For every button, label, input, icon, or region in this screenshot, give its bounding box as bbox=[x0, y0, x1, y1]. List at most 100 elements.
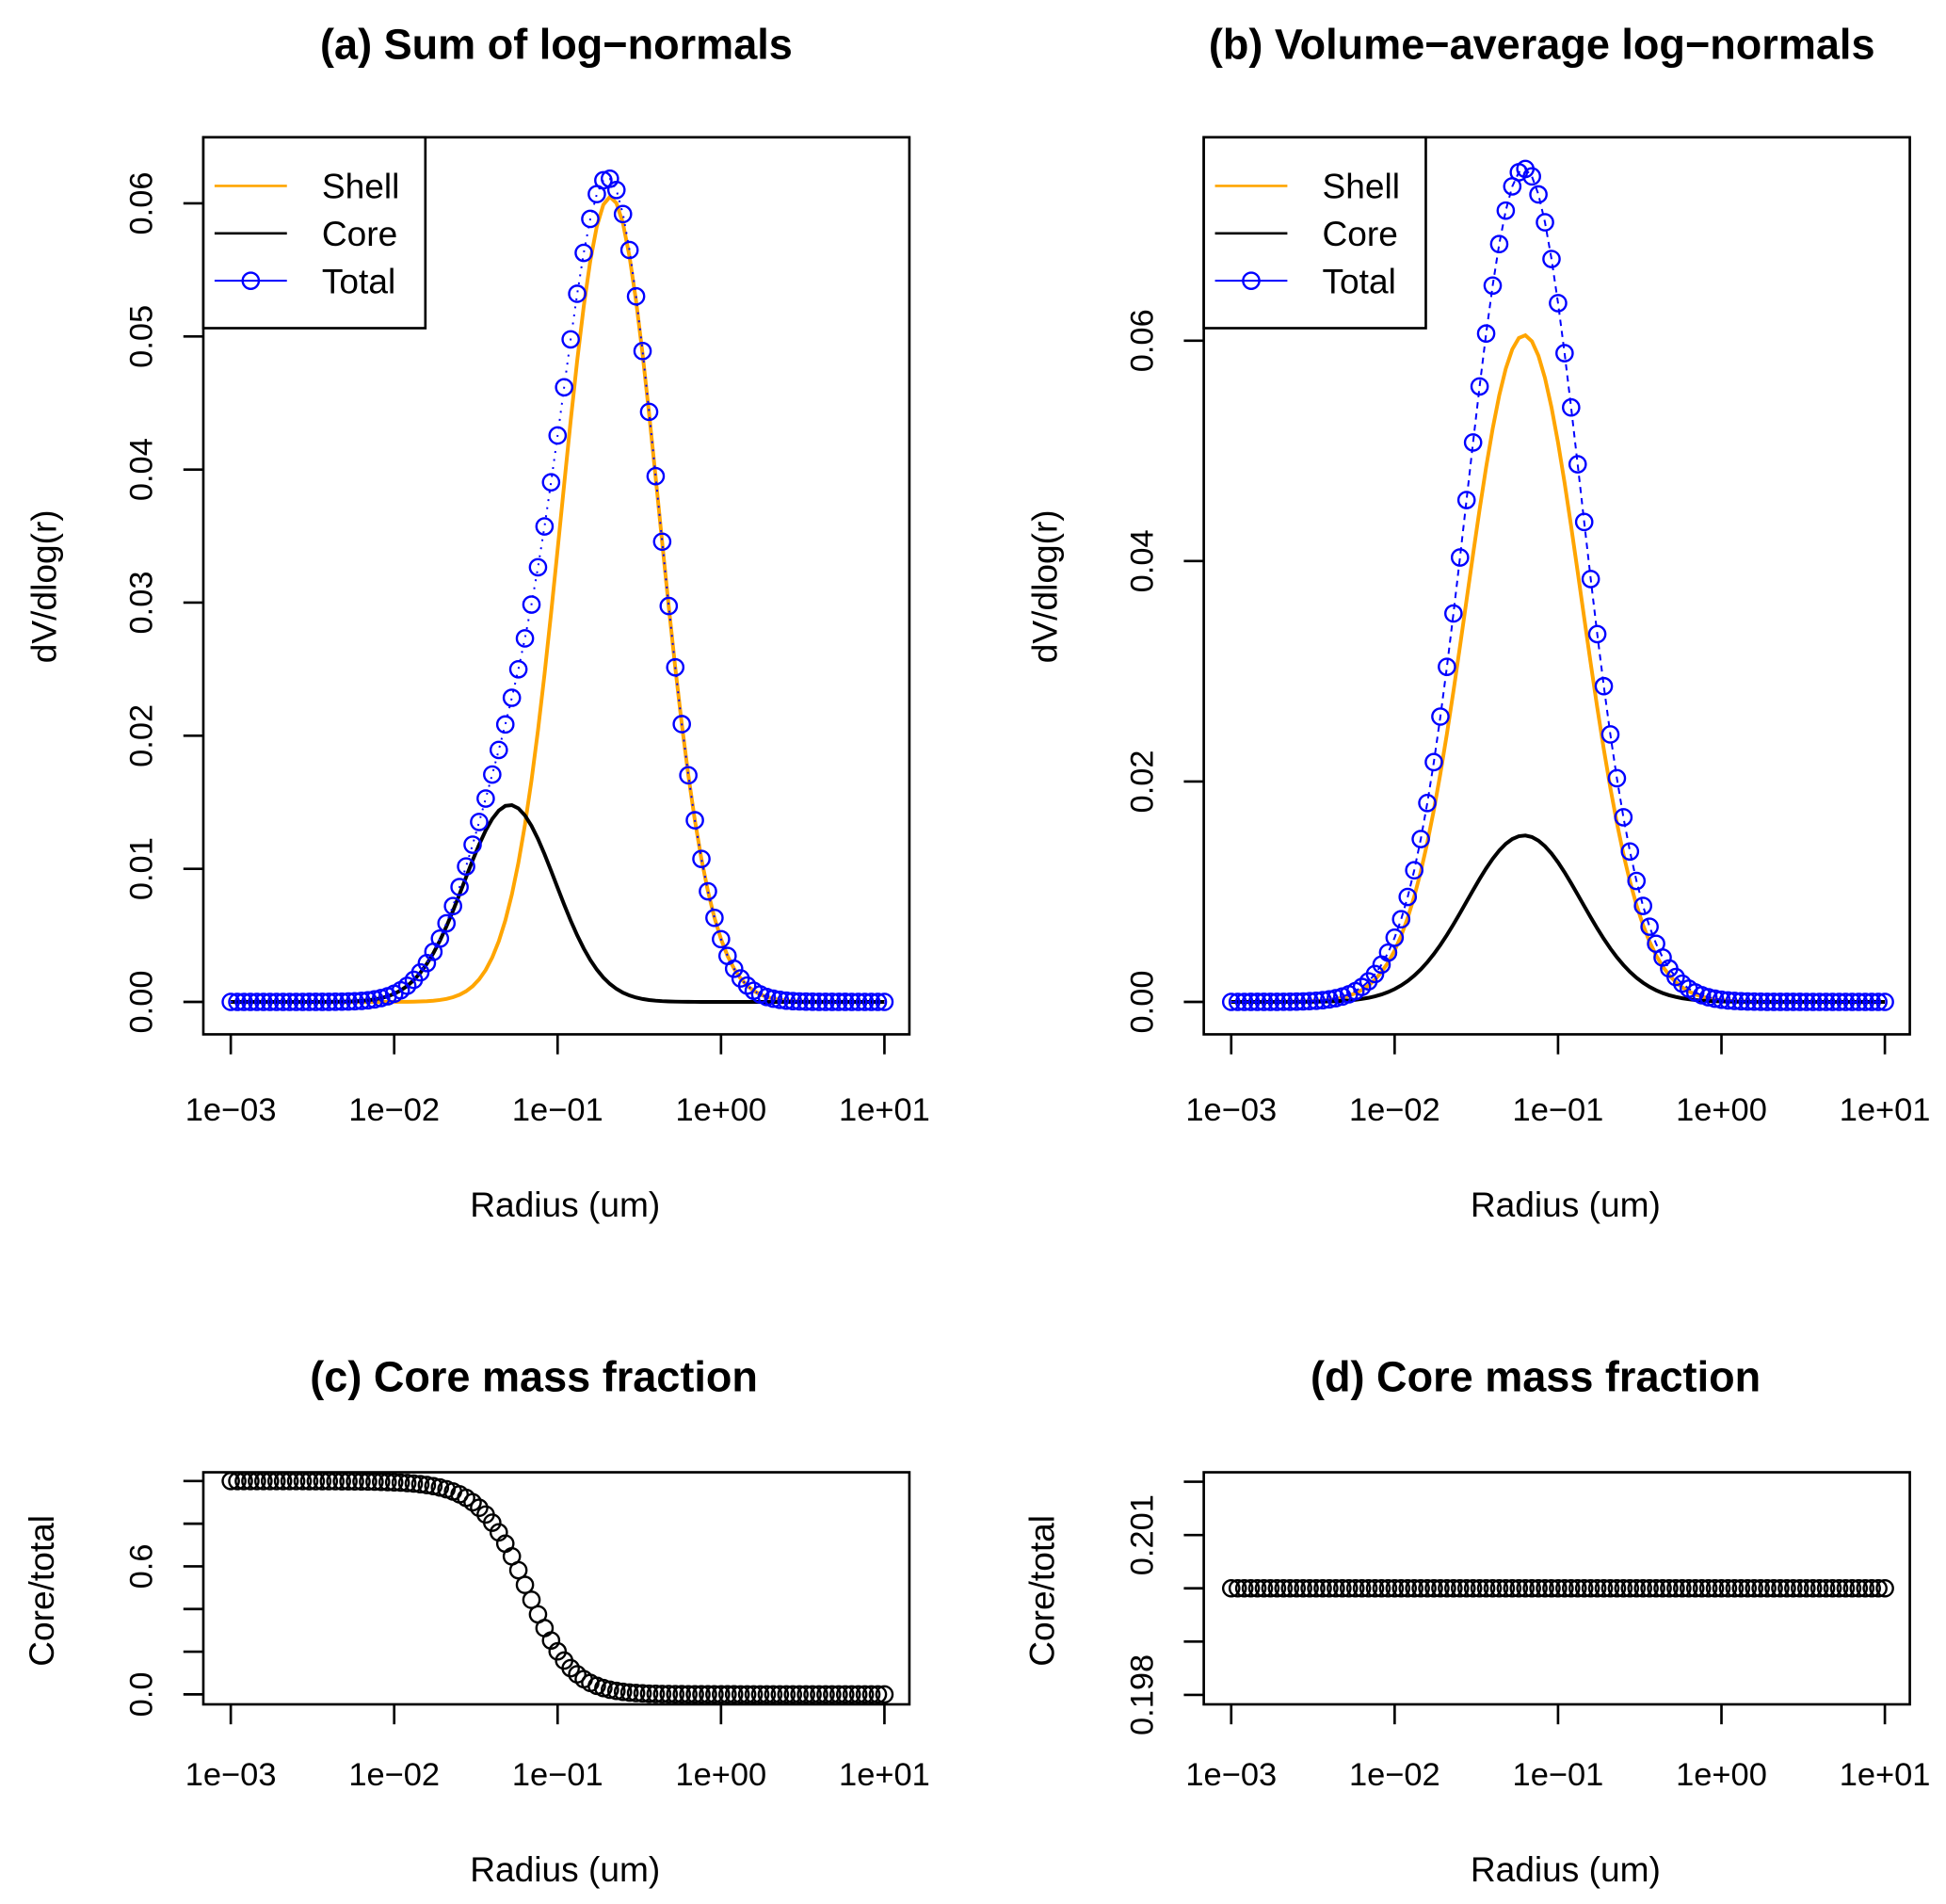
data-point bbox=[692, 849, 711, 868]
y-tick-label: 0.201 bbox=[1124, 1494, 1160, 1575]
data-point bbox=[764, 1685, 783, 1704]
data-point bbox=[1234, 992, 1254, 1011]
data-point bbox=[875, 1685, 894, 1704]
data-point bbox=[1607, 1578, 1627, 1598]
data-point bbox=[1411, 830, 1430, 848]
data-point bbox=[1438, 657, 1456, 676]
data-point bbox=[1791, 1578, 1809, 1598]
data-point bbox=[1666, 967, 1685, 987]
data-point bbox=[1751, 1578, 1770, 1598]
legend-label: Core bbox=[1322, 214, 1397, 253]
data-point bbox=[633, 1684, 652, 1703]
data-point bbox=[1247, 992, 1267, 1011]
data-point bbox=[1522, 1578, 1541, 1598]
data-point bbox=[1581, 570, 1600, 589]
data-point bbox=[1660, 1578, 1679, 1598]
legend-label: Core bbox=[322, 214, 397, 253]
data-point bbox=[443, 896, 462, 916]
data-point bbox=[1796, 992, 1816, 1011]
data-point bbox=[1228, 1578, 1247, 1598]
x-tick-label: 1e−01 bbox=[1513, 1092, 1604, 1128]
data-point bbox=[470, 813, 489, 831]
data-point bbox=[508, 1560, 528, 1580]
data-point bbox=[1640, 917, 1659, 936]
x-tick-label: 1e−03 bbox=[1185, 1757, 1277, 1793]
data-point bbox=[437, 913, 457, 933]
data-point bbox=[1574, 512, 1594, 532]
data-point bbox=[1587, 624, 1607, 644]
data-point bbox=[1627, 1578, 1647, 1598]
data-point bbox=[1352, 977, 1372, 996]
data-point bbox=[790, 1685, 809, 1704]
data-point bbox=[1489, 234, 1509, 254]
panel-d-ylabel: Core/total bbox=[1022, 1515, 1062, 1667]
data-point bbox=[1496, 201, 1516, 220]
data-point bbox=[1705, 1578, 1725, 1598]
plot-box bbox=[201, 1471, 911, 1706]
data-point bbox=[705, 1685, 724, 1704]
y-tick-label: 0.05 bbox=[124, 305, 160, 368]
data-point bbox=[842, 992, 861, 1011]
data-point bbox=[430, 928, 450, 948]
data-point bbox=[1725, 992, 1745, 1010]
data-point bbox=[1405, 1578, 1423, 1598]
data-point bbox=[1372, 1578, 1391, 1598]
data-point bbox=[705, 908, 724, 928]
data-point bbox=[1424, 752, 1443, 772]
data-point bbox=[724, 959, 744, 978]
legend-label: Total bbox=[1322, 261, 1395, 300]
data-point bbox=[1307, 992, 1326, 1010]
data-point bbox=[1476, 1578, 1496, 1598]
data-point bbox=[535, 517, 555, 536]
data-point bbox=[744, 1685, 764, 1704]
data-point bbox=[306, 992, 326, 1011]
data-point bbox=[810, 992, 828, 1011]
data-point bbox=[1385, 1578, 1405, 1598]
data-point bbox=[470, 1498, 489, 1518]
data-point bbox=[1228, 992, 1247, 1011]
data-point bbox=[1614, 1578, 1633, 1598]
data-point bbox=[522, 595, 541, 614]
series-core bbox=[231, 802, 885, 1004]
data-point bbox=[1294, 992, 1312, 1011]
data-point bbox=[1836, 992, 1856, 1011]
data-point bbox=[613, 204, 633, 224]
legend-marker bbox=[1242, 271, 1261, 290]
data-point bbox=[378, 1473, 397, 1492]
data-point bbox=[1549, 1578, 1568, 1598]
data-point bbox=[548, 426, 568, 445]
data-point bbox=[1431, 1578, 1450, 1598]
data-point bbox=[1594, 676, 1614, 696]
data-point bbox=[1738, 1578, 1758, 1598]
panel-a-xlabel: Radius (um) bbox=[470, 1185, 660, 1224]
plot-box bbox=[1202, 136, 1911, 1036]
data-point bbox=[568, 284, 587, 303]
data-point bbox=[1378, 1578, 1398, 1598]
data-point bbox=[639, 1684, 659, 1703]
panel-c: (c) Core mass fraction Radius (um) Core/… bbox=[22, 1352, 930, 1889]
data-point bbox=[619, 240, 639, 260]
data-point bbox=[1456, 1578, 1476, 1598]
data-point bbox=[299, 992, 319, 1011]
data-point bbox=[1320, 990, 1339, 1009]
data-point bbox=[679, 766, 698, 785]
data-point bbox=[483, 1513, 502, 1532]
data-point bbox=[1456, 491, 1476, 509]
data-point bbox=[1405, 861, 1423, 880]
data-point bbox=[829, 1685, 848, 1704]
legend: Shell Core Total bbox=[201, 136, 427, 330]
data-point bbox=[1365, 964, 1385, 984]
x-axis: 1e−03 1e−02 1e−01 1e+00 1e+01 bbox=[185, 1703, 930, 1793]
data-point bbox=[1365, 1578, 1385, 1598]
x-axis: 1e−03 1e−02 1e−01 1e+00 1e+01 bbox=[185, 1034, 930, 1128]
data-point bbox=[1829, 1578, 1849, 1598]
data-point bbox=[810, 1685, 828, 1704]
data-point bbox=[770, 1685, 790, 1704]
data-point bbox=[1771, 1578, 1790, 1598]
data-point bbox=[1536, 1578, 1554, 1598]
data-point bbox=[365, 1472, 384, 1492]
data-point bbox=[1287, 1578, 1307, 1598]
data-point bbox=[1862, 1578, 1881, 1598]
data-point bbox=[737, 1685, 757, 1704]
